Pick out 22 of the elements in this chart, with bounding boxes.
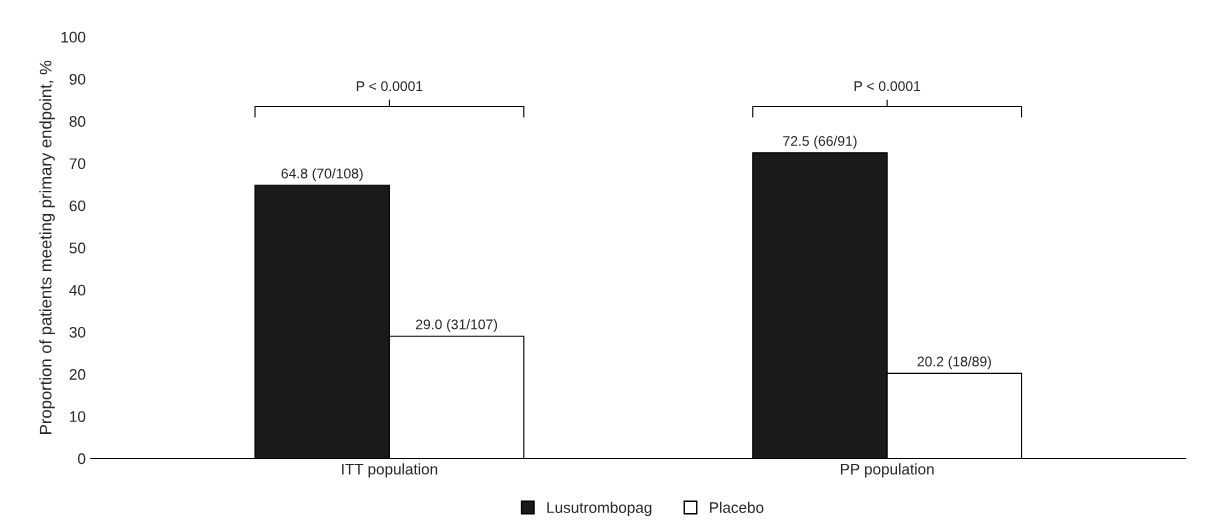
y-tick-label: 50 (69, 242, 86, 254)
data-label: 20.2 (18/89) (917, 356, 991, 370)
y-tick-label: 40 (69, 284, 86, 296)
y-tick-label: 70 (69, 158, 86, 170)
y-tick-label: 80 (69, 116, 86, 127)
data-label: 29.0 (31/107) (415, 319, 498, 333)
legend-label: Placebo (710, 501, 764, 513)
y-tick-label: 90 (69, 73, 86, 85)
x-tick-label: PP population (840, 463, 934, 478)
x-tick-label: ITT population (342, 463, 438, 478)
y-tick-label: 60 (69, 200, 86, 212)
y-tick-label: 10 (70, 411, 86, 423)
data-label: 64.8 (70/108) (281, 168, 363, 182)
annotation: P < 0.0001 (356, 81, 423, 92)
data-label: 72.5 (66/91) (783, 135, 857, 149)
y-axis-title: Proportion of patients meeting primary endpoint, % (39, 60, 55, 434)
y-tick-label: 30 (69, 326, 86, 338)
annotation: P < 0.0001 (854, 81, 921, 92)
y-tick-label: 0 (77, 453, 86, 465)
y-tick-label: 100 (61, 31, 86, 43)
y-tick-label: 20 (69, 369, 86, 380)
legend-label: Lusutrombopag (547, 501, 652, 516)
